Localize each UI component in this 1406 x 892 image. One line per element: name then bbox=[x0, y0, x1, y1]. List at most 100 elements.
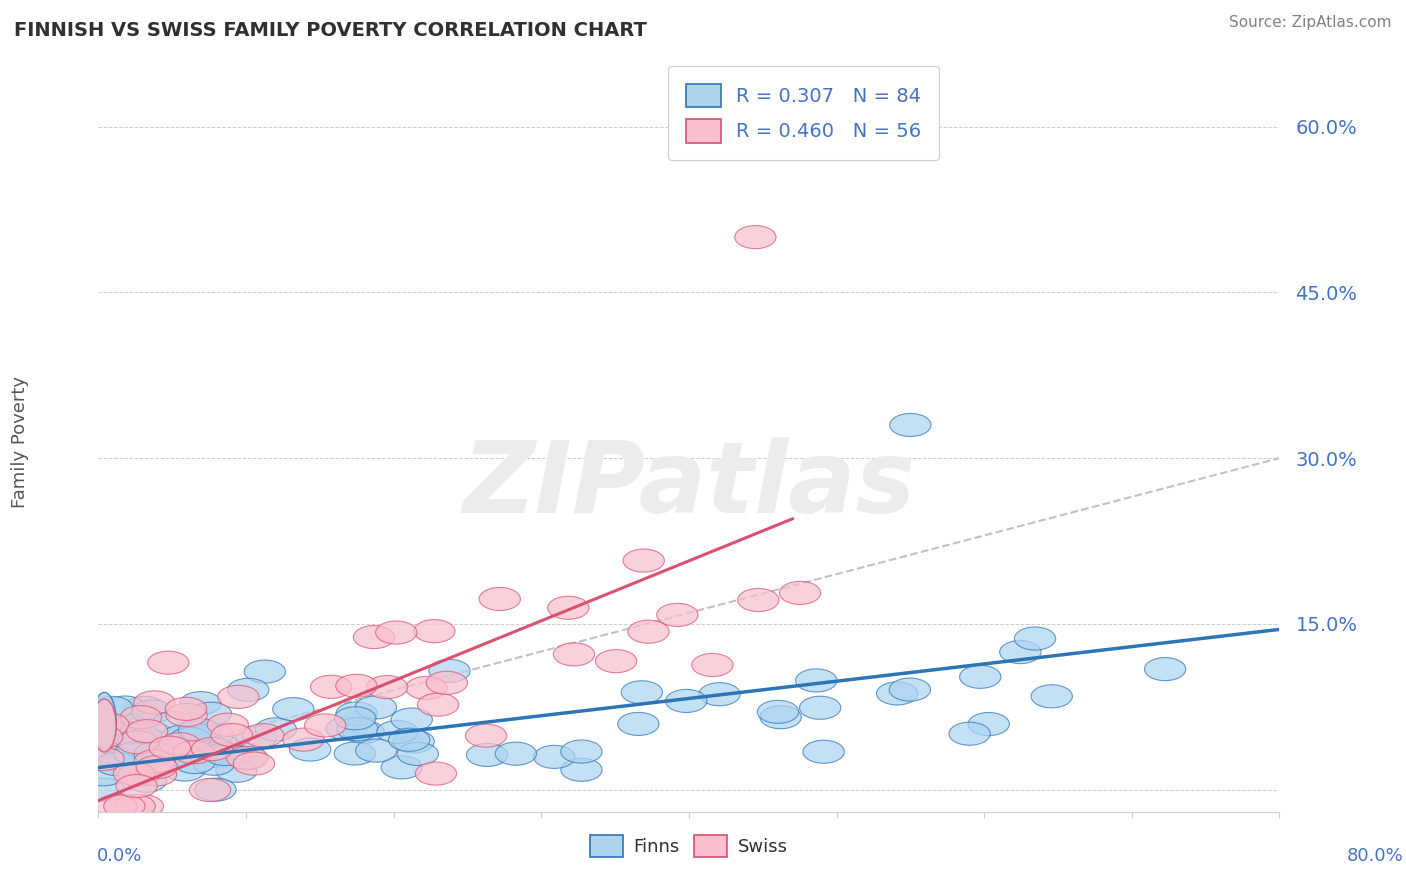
Ellipse shape bbox=[115, 774, 157, 797]
Ellipse shape bbox=[135, 730, 177, 753]
Ellipse shape bbox=[245, 660, 285, 683]
Ellipse shape bbox=[479, 588, 520, 610]
Ellipse shape bbox=[735, 226, 776, 249]
Ellipse shape bbox=[121, 747, 162, 771]
Ellipse shape bbox=[83, 747, 124, 771]
Ellipse shape bbox=[356, 739, 396, 762]
Ellipse shape bbox=[534, 746, 575, 768]
Ellipse shape bbox=[117, 731, 159, 754]
Ellipse shape bbox=[413, 620, 456, 642]
Ellipse shape bbox=[738, 589, 779, 612]
Ellipse shape bbox=[388, 728, 430, 751]
Ellipse shape bbox=[124, 697, 166, 719]
Ellipse shape bbox=[195, 778, 236, 801]
Ellipse shape bbox=[225, 747, 267, 770]
Ellipse shape bbox=[215, 759, 257, 782]
Ellipse shape bbox=[228, 678, 269, 701]
Ellipse shape bbox=[207, 714, 249, 736]
Ellipse shape bbox=[83, 741, 125, 764]
Ellipse shape bbox=[226, 747, 269, 770]
Ellipse shape bbox=[96, 753, 138, 776]
Ellipse shape bbox=[104, 795, 145, 818]
Ellipse shape bbox=[122, 795, 163, 818]
Ellipse shape bbox=[429, 659, 470, 682]
Ellipse shape bbox=[166, 704, 207, 726]
Ellipse shape bbox=[114, 742, 155, 765]
Ellipse shape bbox=[80, 723, 122, 747]
Ellipse shape bbox=[191, 738, 233, 761]
Ellipse shape bbox=[391, 708, 433, 731]
Ellipse shape bbox=[169, 727, 211, 750]
Ellipse shape bbox=[890, 413, 931, 436]
Ellipse shape bbox=[190, 702, 232, 725]
Ellipse shape bbox=[233, 752, 274, 775]
Ellipse shape bbox=[83, 763, 124, 786]
Ellipse shape bbox=[1031, 685, 1073, 708]
Ellipse shape bbox=[198, 745, 240, 768]
Ellipse shape bbox=[110, 719, 152, 742]
Ellipse shape bbox=[134, 742, 176, 765]
Ellipse shape bbox=[628, 620, 669, 643]
Text: FINNISH VS SWISS FAMILY POVERTY CORRELATION CHART: FINNISH VS SWISS FAMILY POVERTY CORRELAT… bbox=[14, 21, 647, 39]
Ellipse shape bbox=[969, 713, 1010, 736]
Ellipse shape bbox=[180, 691, 221, 714]
Ellipse shape bbox=[193, 723, 233, 747]
Ellipse shape bbox=[174, 750, 215, 773]
Text: 0.0%: 0.0% bbox=[97, 847, 142, 864]
Ellipse shape bbox=[82, 725, 122, 748]
Ellipse shape bbox=[114, 763, 155, 786]
Ellipse shape bbox=[1144, 657, 1185, 681]
Ellipse shape bbox=[779, 582, 821, 605]
Ellipse shape bbox=[657, 603, 697, 626]
Ellipse shape bbox=[699, 682, 740, 706]
Ellipse shape bbox=[381, 756, 422, 779]
Ellipse shape bbox=[426, 672, 468, 694]
Ellipse shape bbox=[548, 596, 589, 619]
Ellipse shape bbox=[959, 665, 1001, 689]
Legend: Finns, Swiss: Finns, Swiss bbox=[581, 825, 797, 865]
Ellipse shape bbox=[83, 778, 125, 801]
Ellipse shape bbox=[889, 678, 931, 701]
Ellipse shape bbox=[335, 706, 375, 730]
Ellipse shape bbox=[108, 714, 149, 738]
Text: Source: ZipAtlas.com: Source: ZipAtlas.com bbox=[1229, 15, 1392, 29]
Ellipse shape bbox=[204, 742, 246, 765]
Ellipse shape bbox=[94, 723, 136, 747]
Ellipse shape bbox=[179, 718, 219, 741]
Ellipse shape bbox=[596, 649, 637, 673]
Ellipse shape bbox=[406, 676, 447, 699]
Ellipse shape bbox=[665, 690, 707, 713]
Ellipse shape bbox=[561, 740, 602, 764]
Ellipse shape bbox=[283, 728, 325, 751]
Ellipse shape bbox=[1014, 627, 1056, 650]
Ellipse shape bbox=[152, 711, 194, 734]
Ellipse shape bbox=[758, 700, 799, 723]
Ellipse shape bbox=[136, 756, 177, 779]
Ellipse shape bbox=[181, 721, 222, 744]
Ellipse shape bbox=[949, 723, 990, 745]
Ellipse shape bbox=[125, 769, 167, 792]
Ellipse shape bbox=[392, 730, 434, 753]
Ellipse shape bbox=[1000, 640, 1040, 664]
Ellipse shape bbox=[201, 736, 243, 758]
Ellipse shape bbox=[356, 696, 396, 719]
Ellipse shape bbox=[127, 720, 167, 743]
Ellipse shape bbox=[796, 669, 837, 692]
Ellipse shape bbox=[415, 762, 457, 785]
Ellipse shape bbox=[290, 738, 330, 761]
Ellipse shape bbox=[273, 698, 314, 721]
Ellipse shape bbox=[190, 779, 231, 802]
Ellipse shape bbox=[353, 625, 395, 648]
Ellipse shape bbox=[561, 758, 602, 781]
Y-axis label: Family Poverty: Family Poverty bbox=[11, 376, 30, 508]
Ellipse shape bbox=[173, 740, 215, 764]
Ellipse shape bbox=[132, 723, 174, 746]
Ellipse shape bbox=[876, 681, 918, 705]
Ellipse shape bbox=[495, 742, 537, 765]
Ellipse shape bbox=[254, 718, 297, 741]
Ellipse shape bbox=[218, 685, 259, 708]
Ellipse shape bbox=[335, 742, 375, 765]
Ellipse shape bbox=[236, 726, 277, 749]
Ellipse shape bbox=[621, 681, 662, 704]
Ellipse shape bbox=[114, 795, 155, 818]
